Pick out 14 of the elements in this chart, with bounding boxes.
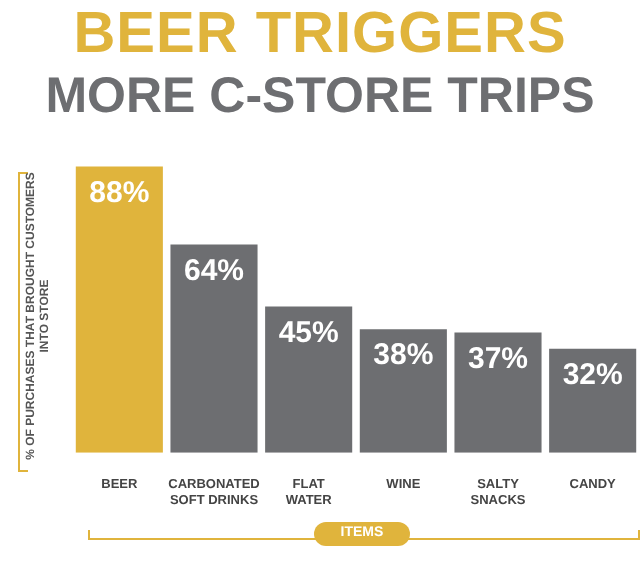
bar — [265, 306, 353, 453]
bar — [359, 329, 447, 453]
data-label: 64% — [183, 253, 245, 288]
data-label: 32% — [562, 357, 623, 392]
data-label: 38% — [373, 338, 434, 373]
bar — [549, 348, 637, 453]
data-label: 37% — [467, 341, 529, 376]
chart-title: BEER TRIGGERS — [71, 2, 569, 66]
bar — [75, 166, 163, 453]
bar — [170, 244, 258, 453]
chart-subtitle: MORE C-STORE TRIPS — [43, 68, 597, 124]
bar — [454, 332, 542, 453]
data-label: 88% — [89, 175, 150, 210]
data-label: 45% — [278, 315, 339, 350]
